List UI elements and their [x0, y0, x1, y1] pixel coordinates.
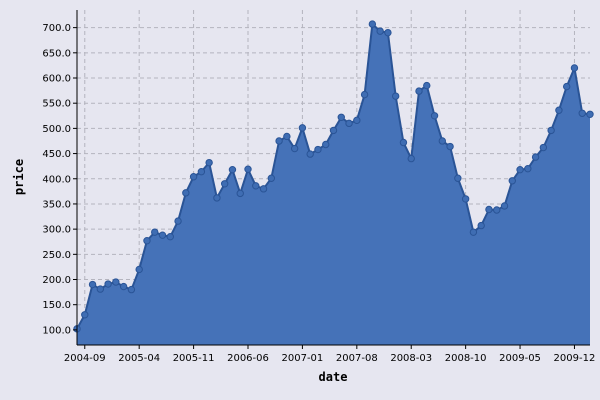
- price-point: [143, 237, 151, 245]
- y-tick-label: 550.0: [42, 99, 71, 110]
- axes: [76, 10, 590, 346]
- price-point: [298, 124, 307, 132]
- y-tick-label: 200.0: [42, 275, 71, 286]
- price-point: [423, 81, 431, 90]
- price-point: [252, 182, 260, 190]
- price-point: [158, 231, 167, 239]
- price-point: [275, 137, 283, 145]
- price-point: [376, 27, 384, 35]
- y-ticks: 100.0 150.0 200.0 250.0 300.0 350.0 400.0 450.0…: [42, 23, 77, 336]
- x-ticks: 2004-09 2005-04 2005-11 2006-06 2007-01 2007-…: [64, 345, 595, 364]
- x-tick-label: 2008-10: [445, 353, 487, 364]
- price-point: [477, 221, 485, 230]
- x-tick-label: 2009-05: [499, 353, 541, 364]
- price-point: [290, 144, 299, 153]
- y-tick-label: 300.0: [42, 225, 71, 236]
- price-point: [220, 180, 229, 188]
- y-tick-label: 250.0: [42, 250, 71, 261]
- y-tick-label: 150.0: [42, 300, 71, 311]
- price-point: [96, 285, 105, 293]
- x-tick-label: 2005-04: [118, 353, 160, 364]
- y-tick-label: 650.0: [42, 48, 71, 59]
- price-point: [88, 280, 97, 289]
- price-point: [119, 282, 128, 291]
- price-point: [469, 228, 478, 236]
- price-point: [446, 142, 454, 151]
- x-tick-label: 2009-12: [554, 353, 596, 364]
- price-point: [360, 90, 369, 99]
- price-point: [345, 119, 353, 128]
- price-point: [244, 165, 252, 173]
- price-point: [104, 280, 112, 288]
- price-point: [182, 189, 190, 197]
- price-point: [228, 165, 237, 174]
- price-point: [391, 92, 400, 100]
- price-point: [547, 126, 555, 135]
- price-point: [197, 168, 206, 176]
- x-tick-label: 2008-03: [390, 353, 432, 364]
- price-point: [127, 285, 136, 294]
- price-point: [322, 140, 330, 149]
- price-point: [166, 232, 174, 241]
- price-point: [174, 217, 182, 225]
- price-point: [205, 158, 213, 167]
- price-point: [508, 177, 516, 185]
- y-tick-label: 450.0: [42, 149, 71, 160]
- x-tick-label: 2005-11: [173, 353, 215, 364]
- y-tick-label: 350.0: [42, 199, 71, 210]
- price-point: [399, 138, 408, 147]
- price-point: [189, 173, 198, 181]
- price-point: [539, 143, 548, 152]
- price-point: [283, 132, 291, 141]
- price-point: [516, 165, 524, 174]
- y-axis-title: price: [12, 159, 26, 195]
- price-point: [329, 126, 338, 135]
- price-point: [493, 206, 501, 214]
- price-area-fill: [77, 24, 590, 346]
- x-tick-label: 2006-06: [227, 353, 269, 364]
- price-point: [267, 174, 276, 182]
- x-tick-label: 2007-01: [282, 353, 324, 364]
- price-point: [454, 174, 462, 182]
- price-point: [306, 150, 314, 158]
- price-point: [337, 113, 345, 122]
- price-point: [353, 116, 361, 125]
- price-point: [236, 189, 244, 198]
- y-tick-label: 700.0: [42, 23, 71, 34]
- price-point: [135, 265, 143, 274]
- price-point: [485, 205, 493, 214]
- price-point: [461, 195, 470, 203]
- price-point: [314, 145, 322, 154]
- x-tick-label: 2007-08: [336, 353, 378, 364]
- price-point: [531, 153, 540, 161]
- price-point: [81, 311, 89, 319]
- price-point: [555, 106, 563, 114]
- price-point: [524, 164, 532, 173]
- price-point: [407, 154, 415, 163]
- price-point: [151, 228, 159, 236]
- price-point: [562, 82, 571, 91]
- price-point: [384, 28, 392, 37]
- price-point: [259, 185, 268, 193]
- marker-layer: [73, 20, 594, 333]
- price-point: [112, 278, 120, 286]
- price-point: [368, 20, 377, 28]
- y-tick-label: 500.0: [42, 124, 71, 135]
- price-point: [586, 110, 594, 118]
- y-tick-label: 600.0: [42, 74, 71, 85]
- price-point: [578, 109, 586, 117]
- x-axis-title: date: [319, 370, 348, 384]
- y-tick-label: 400.0: [42, 174, 71, 185]
- x-tick-label: 2004-09: [64, 353, 106, 364]
- price-point: [213, 194, 221, 202]
- price-point: [570, 64, 579, 72]
- y-tick-label: 100.0: [42, 325, 71, 336]
- price-point: [415, 87, 423, 95]
- price-point: [438, 137, 447, 145]
- price-point: [500, 202, 509, 210]
- price-point: [430, 112, 439, 120]
